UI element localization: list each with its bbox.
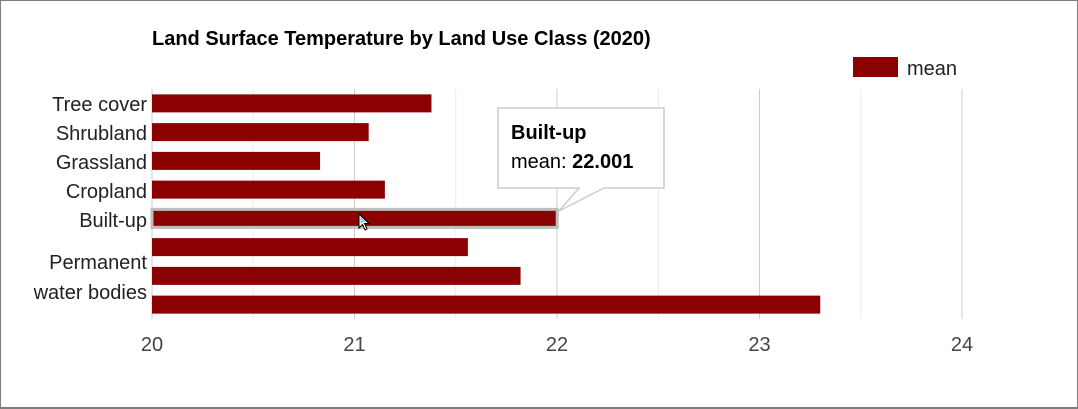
chart-title: Land Surface Temperature by Land Use Cla… (152, 28, 651, 50)
tooltip-box (497, 107, 665, 212)
bar[interactable] (152, 123, 369, 142)
x-tick-label: 23 (748, 334, 770, 356)
category-label: water bodies (33, 282, 147, 304)
bar[interactable] (152, 151, 321, 170)
bar[interactable] (150, 207, 559, 229)
bar[interactable] (152, 94, 432, 113)
category-label: Grassland (56, 152, 147, 174)
x-tick-label: 20 (141, 334, 163, 356)
tooltip-title: Built-up (511, 122, 587, 144)
x-tick-label: 22 (546, 334, 568, 356)
x-tick-label: 24 (951, 334, 973, 356)
bar[interactable] (152, 238, 468, 257)
category-label: Permanent (49, 252, 147, 274)
legend-label: mean (907, 58, 957, 80)
tooltip: Built-up mean: 22.001 (497, 107, 665, 212)
x-tick-labels: 20 21 22 23 24 (141, 334, 973, 356)
bars (150, 94, 821, 314)
tooltip-label: mean: (511, 151, 572, 173)
x-tick-label: 21 (343, 334, 365, 356)
legend[interactable]: mean (853, 57, 957, 80)
legend-swatch (853, 57, 898, 77)
category-label: Shrubland (56, 123, 147, 145)
category-label: Tree cover (52, 94, 147, 116)
bar[interactable] (152, 180, 385, 199)
category-labels: Tree cover Shrubland Grassland Cropland Buil… (33, 94, 148, 304)
bar[interactable] (152, 295, 821, 314)
bar[interactable] (152, 266, 521, 285)
category-label: Built-up (79, 210, 147, 232)
category-label: Cropland (66, 181, 147, 203)
cursor-icon (358, 212, 371, 231)
tooltip-body: mean: 22.001 (511, 151, 633, 173)
tooltip-value: 22.001 (572, 151, 633, 173)
